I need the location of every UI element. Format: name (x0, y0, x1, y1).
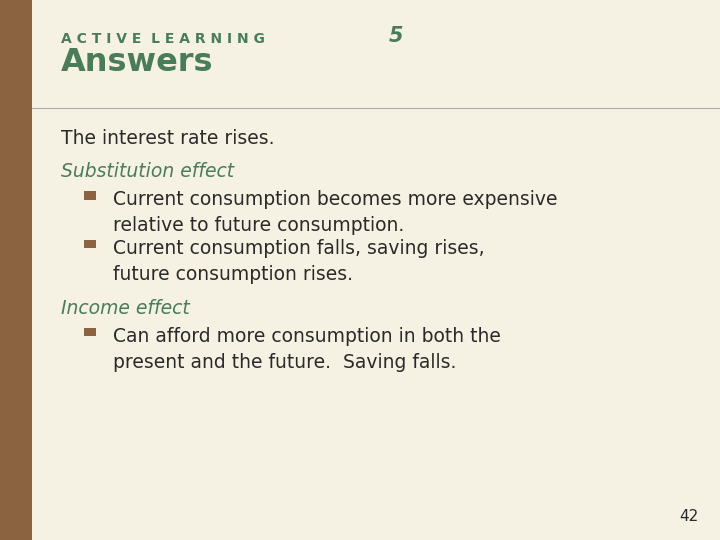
Text: 42: 42 (679, 509, 698, 524)
Text: Income effect: Income effect (61, 299, 190, 318)
FancyBboxPatch shape (84, 240, 96, 248)
Text: Can afford more consumption in both the: Can afford more consumption in both the (113, 327, 501, 346)
Text: Current consumption becomes more expensive: Current consumption becomes more expensi… (113, 190, 557, 209)
Text: future consumption rises.: future consumption rises. (113, 265, 353, 284)
Text: present and the future.  Saving falls.: present and the future. Saving falls. (113, 353, 456, 372)
FancyBboxPatch shape (84, 328, 96, 336)
Text: 5: 5 (389, 26, 403, 46)
Text: Answers: Answers (61, 48, 214, 78)
Text: relative to future consumption.: relative to future consumption. (113, 216, 405, 235)
Text: Substitution effect: Substitution effect (61, 162, 234, 181)
Text: Current consumption falls, saving rises,: Current consumption falls, saving rises, (113, 239, 485, 258)
Text: A C T I V E  L E A R N I N G: A C T I V E L E A R N I N G (61, 32, 265, 46)
FancyBboxPatch shape (0, 0, 32, 540)
Text: The interest rate rises.: The interest rate rises. (61, 129, 275, 147)
FancyBboxPatch shape (84, 191, 96, 200)
